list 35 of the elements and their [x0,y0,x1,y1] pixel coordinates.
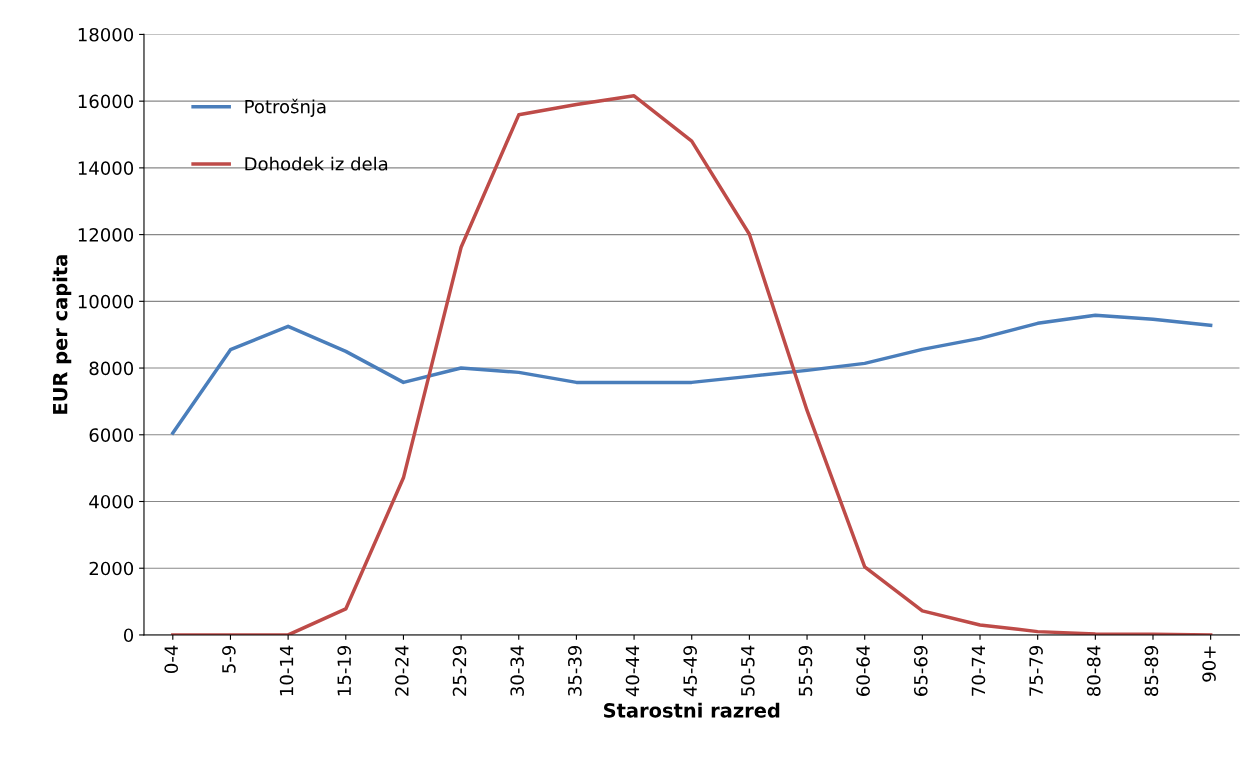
x-tick-label: 25-29 [452,645,467,696]
y-axis-title: EUR per capita [52,255,72,414]
x-tick-label: 80-84 [1086,645,1101,696]
y-tick-label: 12000 [78,228,134,242]
x-tick-label: 45-49 [683,645,697,697]
y-tick-label: 0 [123,628,134,643]
y-tick-label: 4000 [89,494,134,509]
x-tick-label: 30-34 [510,645,524,696]
x-tick-label: 65-69 [913,645,928,696]
x-tick-label: 35-39 [568,645,582,696]
y-tick-label: 16000 [78,94,134,109]
legend-label: Dohodek iz dela [245,156,388,171]
y-tick-label: 14000 [78,161,134,175]
y-tick-label: 6000 [89,428,134,442]
x-tick-label: 60-64 [856,645,870,696]
y-tick-label: 10000 [78,294,134,309]
x-tick-label: 50-54 [740,645,755,696]
x-tick-label: 55-59 [798,645,813,696]
x-tick-label: 90+ [1202,646,1216,682]
x-tick-label: 70-74 [971,645,986,696]
y-tick-label: 18000 [78,27,134,42]
x-tick-label: 85-89 [1144,645,1159,696]
x-tick-label: 0-4 [164,645,179,673]
x-tick-label: 5-9 [222,645,236,673]
x-tick-label: 40-44 [625,645,640,697]
y-tick-label: 2000 [89,561,134,576]
line-series [171,313,1213,435]
legend-label: Potrošnja [245,98,326,117]
x-tick-label: 15-19 [337,645,352,696]
x-axis-title: Starostni razred [604,702,780,718]
x-tick-label: 20-24 [395,645,409,696]
line-series [171,94,1213,635]
y-tick-label: 8000 [89,361,134,376]
x-tick-label: 10-14 [279,645,294,696]
x-tick-label: 75-79 [1029,645,1043,696]
